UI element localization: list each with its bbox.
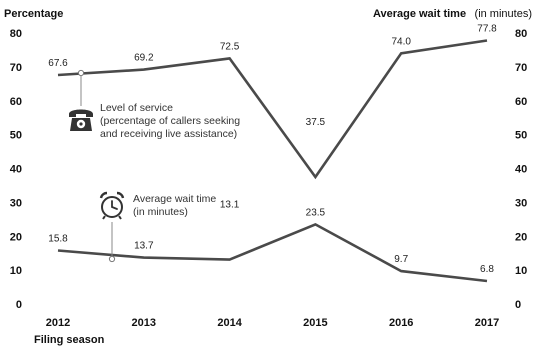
data-label: 6.8 — [480, 264, 494, 275]
level-of-service-line-2: (percentage of callers seeking — [100, 115, 240, 127]
level-of-service-text: Level of service (percentage of callers … — [100, 102, 243, 140]
series-line-2 — [57, 222, 488, 283]
series-line-1 — [57, 39, 488, 180]
x-axis-title: Filing season — [34, 334, 105, 346]
wait-time-annotation: Average wait time (in minutes) — [99, 191, 219, 263]
left-y-tick-label: 50 — [10, 130, 22, 142]
left-y-tick-label: 30 — [10, 197, 22, 209]
left-axis-title: Percentage — [4, 8, 63, 20]
level-of-service-line-1: Level of service — [100, 102, 173, 114]
right-y-tick-label: 80 — [515, 28, 527, 40]
data-label: 69.2 — [134, 53, 154, 64]
right-y-tick-label: 10 — [515, 265, 527, 277]
telephone-icon — [69, 109, 93, 131]
x-tick-label: 2014 — [217, 317, 242, 329]
wait-time-line-1: Average wait time — [133, 193, 216, 205]
x-tick-label: 2016 — [389, 317, 413, 329]
level-of-service-line-3: and receiving live assistance) — [100, 128, 237, 140]
data-label: 15.8 — [48, 233, 68, 244]
data-label: 9.7 — [394, 254, 408, 265]
left-y-tick-label: 0 — [16, 299, 22, 311]
level-of-service-annotation: Level of service (percentage of callers … — [69, 69, 243, 140]
x-tick-label: 2012 — [46, 317, 70, 329]
data-label: 72.5 — [220, 41, 240, 52]
right-y-tick-label: 70 — [515, 62, 527, 74]
right-y-tick-label: 40 — [515, 164, 527, 176]
series-layer: 67.6 69.2 72.5 37.5 74.0 77.8 15.8 13.7 13.1 23.5… — [48, 23, 497, 283]
right-axis-title: Average wait time — [373, 8, 466, 20]
x-tick-label: 2015 — [303, 317, 327, 329]
x-tick-label: 2017 — [475, 317, 499, 329]
left-y-tick-label: 40 — [10, 164, 22, 176]
left-y-tick-label: 70 — [10, 62, 22, 74]
left-y-tick-label: 20 — [10, 231, 22, 243]
data-label: 74.0 — [391, 36, 411, 47]
wait-time-text: Average wait time (in minutes) — [133, 193, 219, 218]
x-axis: 2012 2013 2014 2015 2016 2017 — [46, 317, 499, 329]
level-of-service-marker — [77, 69, 85, 77]
data-label: 37.5 — [306, 117, 326, 128]
x-tick-label: 2013 — [132, 317, 156, 329]
data-label: 23.5 — [306, 207, 326, 218]
right-y-axis: 0 10 20 30 40 50 60 70 80 — [515, 28, 527, 311]
alarm-clock-icon — [99, 191, 125, 220]
left-y-tick-label: 80 — [10, 28, 22, 40]
data-label: 13.7 — [134, 241, 154, 252]
wait-time-line-2: (in minutes) — [133, 206, 188, 218]
wait-time-marker — [108, 255, 116, 263]
left-y-tick-label: 60 — [10, 96, 22, 108]
right-axis-unit: (in minutes) — [475, 8, 532, 20]
right-y-tick-label: 30 — [515, 197, 527, 209]
right-y-tick-label: 20 — [515, 231, 527, 243]
left-y-axis: 0 10 20 30 40 50 60 70 80 — [10, 28, 22, 311]
data-label: 77.8 — [477, 23, 497, 34]
right-axis-title-group: Average wait time (in minutes) — [373, 4, 532, 21]
right-y-tick-label: 0 — [515, 299, 521, 311]
right-y-tick-label: 50 — [515, 130, 527, 142]
data-label: 67.6 — [48, 58, 68, 69]
left-y-tick-label: 10 — [10, 265, 22, 277]
data-label: 13.1 — [220, 200, 240, 211]
right-y-tick-label: 60 — [515, 96, 527, 108]
